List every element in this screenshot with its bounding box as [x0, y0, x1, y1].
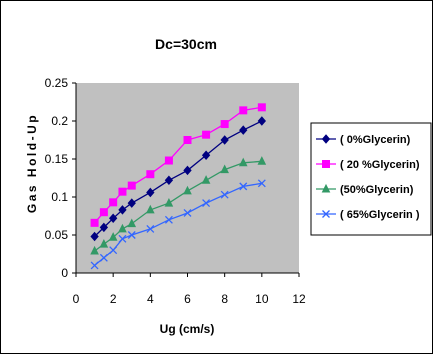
- y-tick-label: 0.05: [45, 228, 69, 242]
- data-point: [108, 232, 118, 241]
- legend-label: ( 65%Glycerin ): [340, 209, 420, 221]
- data-point: [146, 204, 155, 214]
- data-point-stroke: [322, 210, 330, 218]
- data-point: [164, 215, 173, 224]
- data-point: [99, 208, 108, 217]
- data-point: [239, 106, 248, 115]
- data-point: [109, 198, 118, 207]
- data-point-stroke: [109, 246, 118, 255]
- y-tick-label: 0: [61, 266, 68, 280]
- series-4: [90, 179, 266, 270]
- data-point: [118, 187, 127, 196]
- data-point: [220, 190, 229, 199]
- data-point: [257, 103, 266, 112]
- data-point: [257, 156, 267, 165]
- data-point: [202, 130, 211, 139]
- data-point: [109, 246, 118, 255]
- x-tick-label: 12: [292, 292, 306, 306]
- data-point-stroke: [90, 261, 99, 270]
- data-point: [321, 183, 331, 193]
- x-axis-label: Ug (cm/s): [160, 322, 215, 336]
- data-point: [164, 175, 174, 186]
- legend-label: ( 0%Glycerin): [340, 134, 411, 146]
- data-point: [118, 234, 127, 243]
- legend-label: (50%Glycerin): [340, 184, 414, 196]
- data-point: [239, 182, 248, 191]
- data-point: [118, 223, 127, 233]
- data-point: [183, 209, 192, 217]
- data-point: [90, 245, 99, 255]
- y-axis-label: Gas Hold-Up: [25, 113, 39, 213]
- data-point: [220, 135, 229, 145]
- data-point-stroke: [257, 179, 266, 188]
- data-point: [220, 164, 229, 174]
- data-point: [127, 198, 136, 208]
- chart-title: Dc=30cm: [155, 36, 217, 52]
- data-point: [146, 187, 155, 198]
- data-point: [183, 136, 192, 144]
- data-point-stroke: [146, 224, 155, 233]
- data-point-stroke: [127, 231, 136, 239]
- data-point: [127, 181, 136, 190]
- legend-entry: (50%Glycerin): [316, 183, 414, 196]
- legend-label: ( 20 %Glycerin): [340, 159, 420, 171]
- plot-area: [76, 83, 299, 273]
- x-tick-label: 4: [147, 292, 154, 306]
- data-point: [109, 213, 118, 224]
- x-tick-label: 6: [184, 292, 191, 306]
- legend-box: [310, 122, 432, 236]
- data-point: [99, 253, 108, 262]
- data-point: [201, 175, 211, 184]
- data-point: [90, 231, 99, 242]
- series-3: [90, 156, 267, 255]
- data-point: [321, 134, 331, 144]
- data-point: [239, 125, 248, 135]
- x-tick-label: 8: [221, 292, 228, 306]
- y-tick-label: 0.2: [51, 114, 68, 128]
- data-point-stroke: [183, 209, 192, 217]
- series-1: [90, 116, 266, 242]
- data-point: [257, 116, 266, 126]
- data-point: [257, 179, 266, 188]
- data-point-stroke: [239, 182, 248, 191]
- data-point: [99, 222, 109, 233]
- data-point: [118, 205, 127, 215]
- data-point: [164, 197, 174, 207]
- data-point: [202, 199, 211, 208]
- data-point: [90, 218, 99, 227]
- y-tick-label: 0.1: [51, 190, 68, 204]
- data-point-stroke: [99, 253, 108, 262]
- y-tick-label: 0.15: [45, 152, 69, 166]
- data-point: [146, 224, 155, 233]
- data-point: [183, 185, 192, 195]
- legend-entry: ( 0%Glycerin): [316, 134, 411, 146]
- data-point-stroke: [202, 199, 211, 208]
- data-point: [322, 160, 330, 168]
- legend-entry: ( 20 %Glycerin): [316, 159, 420, 171]
- data-point: [127, 218, 137, 228]
- data-point-stroke: [164, 215, 173, 224]
- data-point: [201, 150, 211, 160]
- data-point: [99, 239, 109, 248]
- x-tick-label: 10: [255, 292, 269, 306]
- x-tick-label: 0: [73, 292, 80, 306]
- data-point: [164, 156, 173, 165]
- legend-entry: ( 65%Glycerin ): [316, 209, 420, 221]
- data-point: [146, 170, 155, 179]
- series-2: [90, 103, 266, 227]
- x-tick-label: 2: [110, 292, 117, 306]
- data-point: [127, 231, 136, 239]
- data-point: [238, 157, 248, 167]
- data-point: [183, 165, 192, 176]
- data-point-stroke: [118, 234, 127, 243]
- data-point: [90, 261, 99, 270]
- y-tick-label: 0.25: [45, 76, 69, 90]
- data-point-stroke: [220, 190, 229, 199]
- data-point: [220, 120, 229, 129]
- data-point: [322, 210, 330, 218]
